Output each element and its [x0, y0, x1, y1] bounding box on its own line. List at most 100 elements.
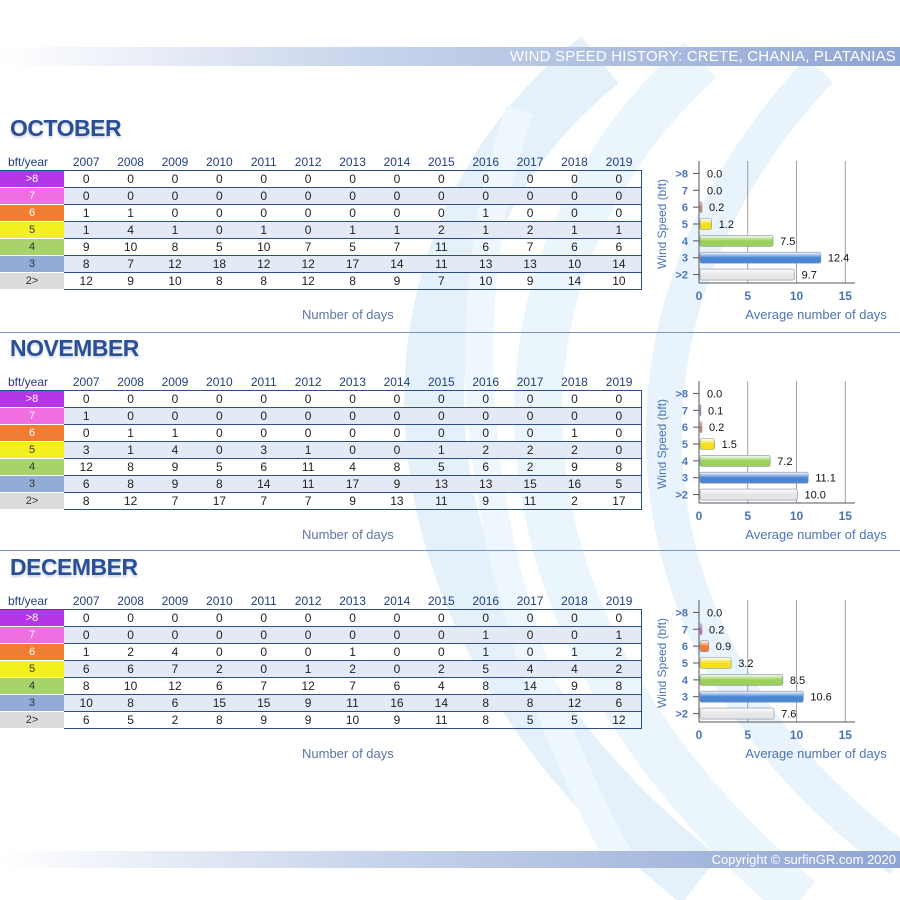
- table-cell: 2: [152, 711, 198, 729]
- table-cell: 12: [241, 255, 286, 273]
- bar-value-label: 7.2: [777, 456, 792, 468]
- bft-row-label: 6: [0, 643, 64, 661]
- table-cell: 7: [330, 677, 375, 695]
- table-cell: 12: [552, 694, 597, 712]
- x-tick-label: 15: [839, 289, 853, 303]
- table-cell: 12: [285, 677, 331, 695]
- table-cell: 0: [285, 390, 331, 408]
- table-cell: 0: [285, 643, 331, 661]
- table-cell: 0: [330, 407, 375, 425]
- table-cell: 9: [285, 711, 331, 729]
- table-cell: 0: [330, 424, 375, 442]
- table-cell: 9: [552, 677, 597, 695]
- table-footer-label: Number of days: [302, 527, 394, 542]
- table-cell: 9: [552, 458, 597, 476]
- title-bar: WIND SPEED HISTORY: CRETE, CHANIA, PLATA…: [0, 47, 900, 66]
- y-tick-label: >8: [675, 607, 688, 619]
- table-cell: 0: [197, 407, 242, 425]
- table-cell: 11: [419, 238, 464, 256]
- bar-value-label: 3.2: [738, 658, 753, 670]
- year-header: 2011: [250, 593, 277, 608]
- table-cell: 0: [152, 204, 198, 222]
- table-cell: 0: [285, 170, 331, 188]
- table-header-row: bft/year 2007 2008 2009 2010 2011 2012 2013 2014…: [0, 373, 642, 391]
- y-tick-label: 7: [682, 624, 688, 636]
- table-cell: 1: [596, 626, 643, 644]
- year-header: 2017: [516, 154, 544, 169]
- table-cell: 0: [241, 187, 286, 205]
- table-cell: 0: [197, 643, 242, 661]
- table-cell: 0: [596, 424, 643, 442]
- avg-days-bar-chart: 0 5 10 15 >8 0.0 7 0.0 6 0.2 5 1.2 4 7.5 3 12.4 >2 9.7 Win…: [655, 161, 887, 322]
- year-header: 2018: [561, 593, 588, 608]
- table-cell: 0: [552, 204, 597, 222]
- table-cell: 1: [64, 221, 109, 239]
- bar-6: [699, 201, 703, 213]
- table-cell: 3: [64, 441, 109, 459]
- table-cell: 1: [64, 643, 109, 661]
- table-cell: 0: [152, 187, 198, 205]
- table-cell: 7: [152, 660, 198, 678]
- table-cell: 0: [507, 407, 553, 425]
- table-row: 3 10 8 6 15 15 9 11 16 14 8 8 12 6: [0, 694, 643, 712]
- table-cell: 0: [64, 609, 109, 627]
- y-tick-label: 3: [682, 253, 688, 265]
- table-cell: 1: [330, 221, 375, 239]
- table-cell: 0: [463, 390, 508, 408]
- year-header: 2015: [427, 593, 455, 608]
- month-title: DECEMBER: [10, 554, 138, 580]
- bar-4: [699, 235, 774, 247]
- year-header: 2013: [339, 374, 366, 389]
- table-cell: 0: [152, 390, 198, 408]
- bar-6: [699, 421, 703, 433]
- table-cell: 0: [463, 424, 508, 442]
- y-axis-title: Wind Speed (bft): [655, 399, 669, 489]
- table-cell: 0: [552, 170, 597, 188]
- table-cell: 0: [285, 626, 331, 644]
- table-row: 2> 12 9 10 8 8 12 8 9 7 10 9 14 10: [0, 272, 643, 290]
- table-cell: 1: [152, 424, 198, 442]
- year-header: 2009: [161, 374, 189, 389]
- bft-row-label: >8: [0, 390, 64, 408]
- table-cell: 12: [285, 255, 331, 273]
- table-cell: 1: [285, 660, 331, 678]
- table-cell: 5: [330, 238, 375, 256]
- table-cell: 0: [419, 643, 464, 661]
- table-cell: 2: [197, 660, 242, 678]
- table-cell: 2: [596, 643, 643, 661]
- year-header: 2017: [516, 374, 544, 389]
- table-cell: 1: [64, 204, 109, 222]
- table-cell: 1: [374, 221, 420, 239]
- table-cell: 10: [241, 238, 286, 256]
- table-cell: 14: [374, 255, 420, 273]
- y-tick-label: 4: [682, 675, 689, 687]
- table-cell: 16: [552, 475, 597, 493]
- x-tick-label: 0: [696, 289, 703, 303]
- table-cell: 0: [241, 424, 286, 442]
- table-cell: 0: [374, 424, 420, 442]
- x-axis-title: Average number of days: [745, 527, 887, 542]
- table-cell: 0: [152, 626, 198, 644]
- bar-value-label: 1.2: [719, 219, 734, 231]
- table-cell: 4: [419, 677, 464, 695]
- table-header-row: bft/year 2007 2008 2009 2010 2011 2012 2013 2014…: [0, 592, 642, 610]
- section-divider: [0, 550, 900, 551]
- table-cell: 11: [507, 492, 553, 510]
- table-cell: 0: [64, 390, 109, 408]
- table-cell: 9: [463, 492, 508, 510]
- table-cell: 0: [241, 390, 286, 408]
- table-cell: 11: [419, 711, 464, 729]
- bft-row-label: 6: [0, 424, 64, 442]
- table-cell: 13: [419, 475, 464, 493]
- table-cell: 9: [241, 711, 286, 729]
- table-cell: 4: [152, 441, 198, 459]
- table-cell: 5: [463, 660, 508, 678]
- year-header: 2019: [605, 154, 633, 169]
- table-cell: 1: [108, 441, 153, 459]
- table-cell: 8: [241, 272, 286, 290]
- bar-value-label: 0.0: [707, 168, 722, 180]
- table-cell: 0: [330, 441, 375, 459]
- table-cell: 6: [463, 238, 508, 256]
